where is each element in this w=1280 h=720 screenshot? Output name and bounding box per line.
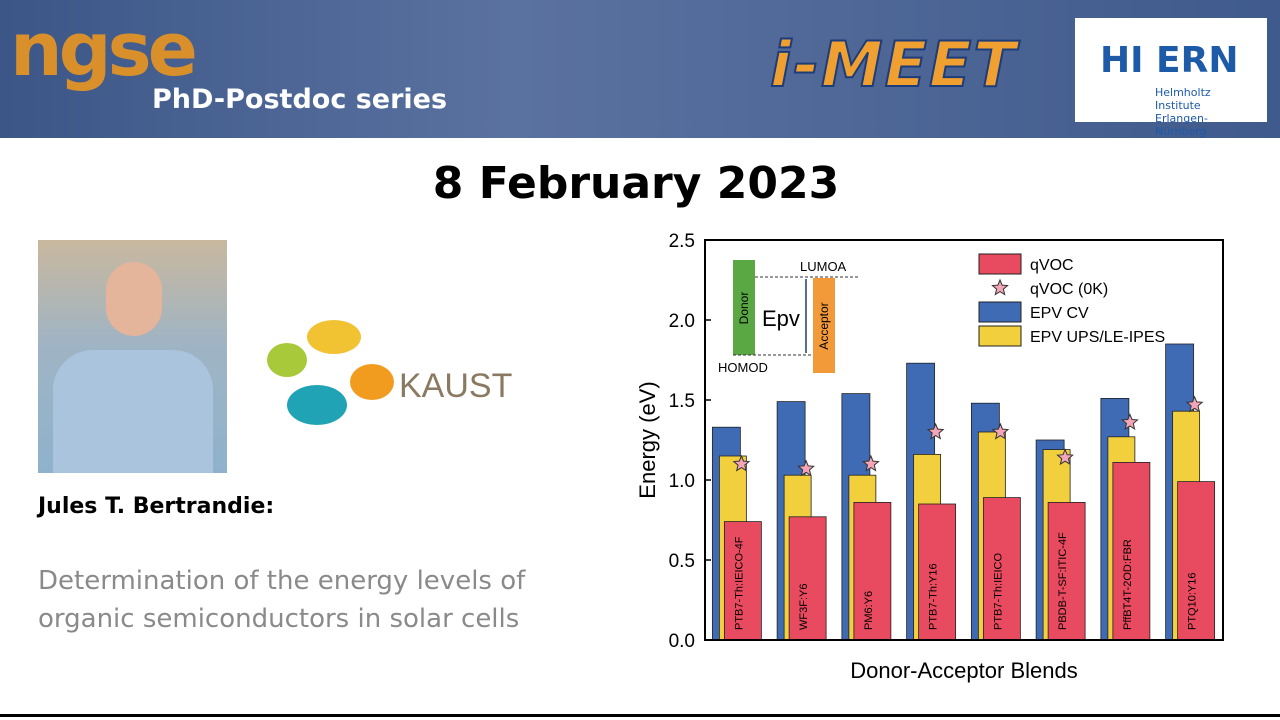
star-marker (926, 422, 945, 440)
inset-homo-label: HOMOD (718, 360, 768, 375)
y-tick-label: 1.5 (669, 391, 695, 412)
logo-imeet: i-MEET (769, 27, 1018, 102)
inset-gap-label: Epv (762, 306, 800, 331)
bar (982, 497, 1021, 641)
bar (788, 516, 827, 641)
legend-swatch (978, 301, 1022, 323)
bar (1047, 501, 1086, 641)
kaust-petal (287, 385, 347, 425)
star-marker (797, 459, 815, 477)
date-title: 8 February 2023 (432, 158, 840, 209)
speaker-name: Jules T. Bertrandie: (38, 494, 275, 519)
kaust-petal (350, 364, 394, 400)
photo-shirt (53, 350, 213, 473)
inset-lumo-label: LUMOA (800, 259, 847, 274)
speaker-photo (38, 240, 227, 473)
x-category-label: PTQ10:Y16 (1187, 573, 1199, 630)
y-tick-label: 2.5 (669, 231, 695, 252)
legend-swatch (978, 325, 1022, 347)
legend-label: qVOC (1030, 257, 1074, 274)
x-category-label: PTB7-Th:Y16 (928, 563, 940, 630)
x-category-label: PTB7-Th:IEICO-4F (733, 536, 745, 630)
photo-face (106, 262, 162, 336)
legend-label: EPV UPS/LE-IPES (1030, 329, 1165, 346)
inset-donor (733, 260, 755, 355)
inset-acceptor (813, 278, 835, 373)
y-tick-label: 0.5 (669, 551, 695, 572)
bar (1177, 481, 1216, 641)
logo-hiern: HI ERN (1100, 40, 1239, 81)
logo-hiern-box: HI ERN Helmholtz Institute Erlangen-Nürn… (1075, 18, 1267, 138)
y-tick-label: 0.0 (669, 631, 695, 652)
star-marker (991, 422, 1010, 440)
legend-label: qVOC (0K) (1030, 281, 1108, 298)
star-marker (1056, 448, 1074, 466)
legend-label: EPV CV (1030, 305, 1089, 322)
topic-line: organic semiconductors in solar cells (38, 604, 520, 634)
x-category-label: WF3F:Y6 (798, 584, 810, 630)
y-axis-label: Energy (eV) (635, 381, 660, 498)
star-marker (1121, 413, 1139, 430)
y-tick-label: 1.0 (669, 471, 695, 492)
inset-acceptor-label: Acceptor (817, 302, 831, 349)
y-tick-label: 2.0 (669, 311, 695, 332)
star-marker (1185, 395, 1204, 413)
kaust-text: KAUST (399, 367, 512, 405)
bottom-rule (0, 714, 1280, 717)
kaust-logo: KAUST (267, 320, 512, 425)
plot-frame (704, 239, 1224, 641)
legend-swatch (978, 253, 1022, 275)
x-category-label: PffBT4T-2OD:FBR (1122, 539, 1134, 630)
kaust-petal (267, 343, 307, 377)
series-name: PhD-Postdoc series (152, 84, 448, 115)
logo-ngse: ngse (10, 7, 198, 93)
x-category-label: PTB7-Th:IEICO (992, 553, 1004, 630)
legend-star (991, 278, 1009, 296)
x-category-label: PBDB-T-SF:ITIC-4F (1057, 532, 1069, 630)
star-marker (732, 454, 751, 472)
logo-hiern-sub: Helmholtz Institute Erlangen-Nürnberg (1155, 86, 1211, 138)
bar (723, 521, 762, 641)
banner (0, 0, 1280, 138)
star-marker (862, 454, 880, 472)
topic-line: Determination of the energy levels of (38, 566, 526, 596)
x-axis-label: Donor-Acceptor Blends (850, 658, 1077, 683)
x-category-label: PM6:Y6 (863, 591, 875, 630)
kaust-petal (307, 320, 361, 354)
inset-donor-label: Donor (737, 292, 751, 325)
